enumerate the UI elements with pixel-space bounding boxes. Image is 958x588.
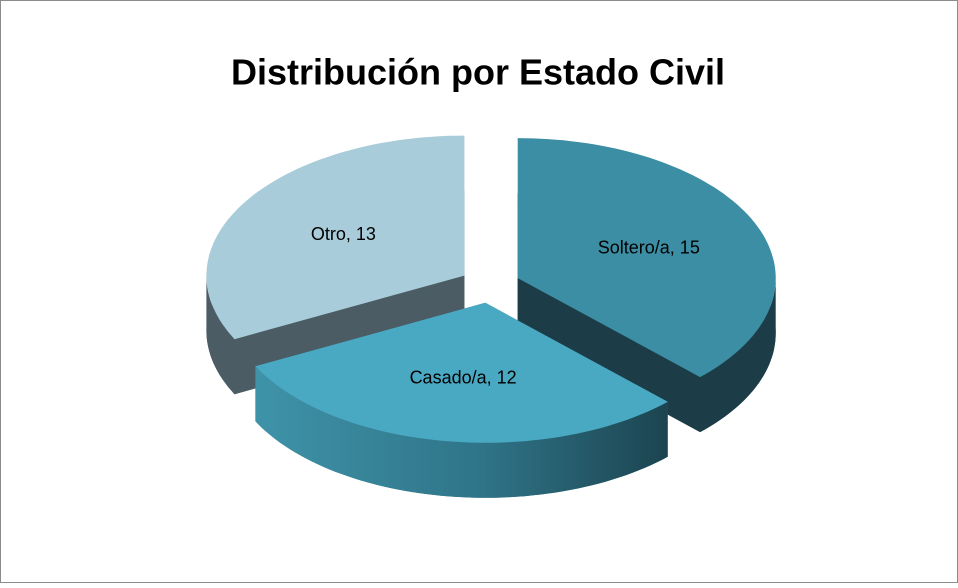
- slice-top: [517, 138, 776, 378]
- slice: Casado/aCasado/a, 12: [255, 302, 668, 498]
- slice-cut-face: [517, 278, 701, 433]
- slice: Soltero/aSoltero/a, 15: [517, 138, 776, 433]
- data-label: Soltero/a, 15: [598, 237, 700, 257]
- data-label: Casado/a, 12: [410, 368, 517, 388]
- slice-wall: [206, 275, 235, 395]
- data-label: Otro, 13: [311, 224, 376, 244]
- slice-wall: [255, 366, 668, 498]
- chart-title: Distribución por Estado Civil: [231, 52, 725, 93]
- slice-top: [255, 302, 668, 443]
- slice-top: [206, 135, 465, 340]
- slice-wall: [700, 278, 776, 433]
